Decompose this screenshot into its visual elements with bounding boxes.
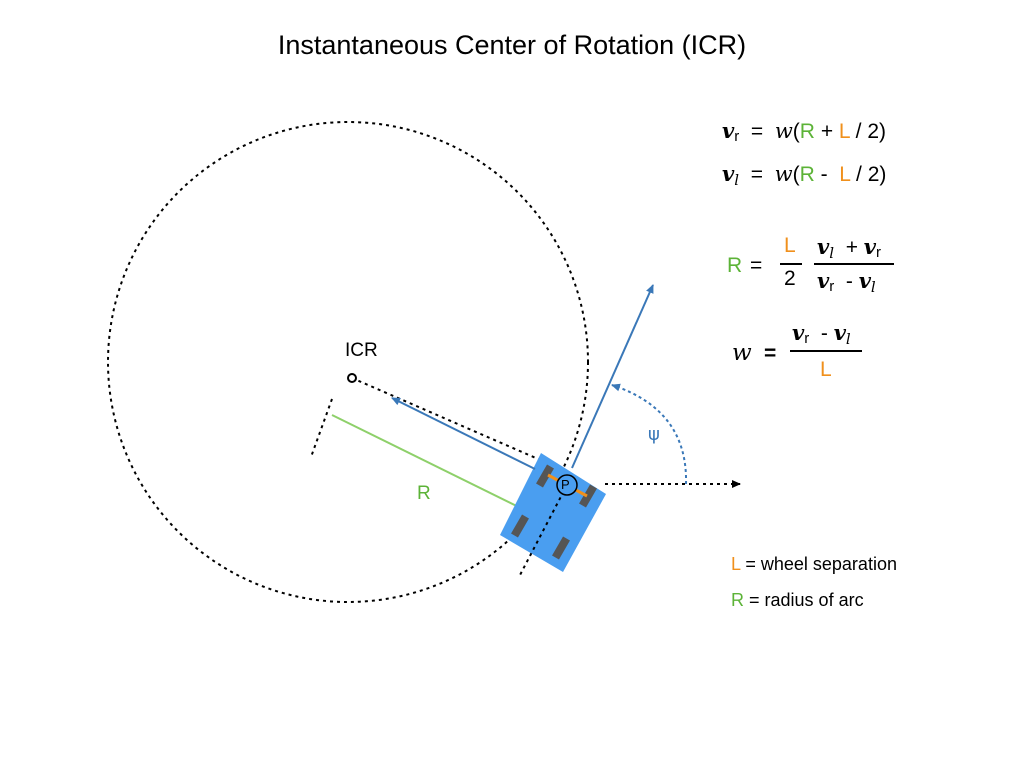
legend-item-wheel-separation: L = wheel separation [731, 554, 897, 575]
eq-vl-R: R [799, 163, 815, 186]
page-title: Instantaneous Center of Rotation (ICR) [277, 30, 747, 60]
eq-w-den: L [820, 358, 832, 381]
eq-vr-open: ( [792, 120, 800, 143]
eq-R-bot-a-sub: r [829, 278, 835, 295]
eq-R-top-a: v [817, 234, 830, 259]
eq-R-frac2-line [814, 263, 894, 265]
robot-wheels [511, 464, 597, 560]
eq-vl-rest: / 2) [856, 163, 887, 186]
point-p-label: P [561, 477, 570, 492]
eq-R-num-L: L [784, 234, 796, 257]
equation-vr: vr = w(R + L / 2) [722, 118, 887, 145]
eq-R-frac1-line [780, 263, 802, 265]
legend-symbol-L: L [731, 554, 741, 574]
eq-vr-op: + [820, 120, 834, 143]
eq-w-top-a: v [792, 320, 805, 345]
eq-vr-w: w [774, 119, 793, 143]
radius-label: R [417, 483, 431, 504]
eq-R-equals: = [750, 254, 763, 277]
eq-w-top: vr - vl [792, 320, 851, 348]
eq-vl-open: ( [792, 163, 800, 186]
velocity-vector [391, 397, 536, 470]
eq-vl-L: L [839, 163, 851, 186]
eq-R-bot-op: - [845, 270, 853, 293]
eq-w-top-b: v [833, 320, 846, 345]
eq-R-den-2: 2 [784, 267, 796, 290]
eq-vl-sub: l [734, 171, 740, 189]
legend-text-wheel-separation: = wheel separation [745, 554, 897, 574]
eq-w-lhs: w [732, 340, 752, 366]
eq-vr-rest: / 2) [855, 120, 887, 143]
heading-vector [571, 284, 654, 469]
eq-R-bot-b-sub: l [870, 278, 876, 296]
legend-symbol-R: R [731, 590, 744, 610]
eq-R-top-b-sub: r [876, 244, 881, 261]
icr-offset-line [310, 398, 333, 458]
legend-text-radius: = radius of arc [749, 590, 864, 610]
arc-circle [107, 121, 589, 603]
equation-vl: vl = w(R - L / 2) [722, 161, 887, 189]
eq-vr-L: L [838, 120, 850, 143]
robot-axis-line [519, 484, 568, 576]
radius-line [331, 414, 546, 521]
eq-R-bot-a: v [817, 268, 830, 293]
icr-point [347, 373, 357, 383]
eq-w-frac-line [790, 350, 862, 352]
eq-R-top: vl + vr [817, 234, 881, 262]
eq-vr-R: R [799, 120, 815, 143]
eq-vl-op: - [820, 163, 828, 186]
icr-perpendicular-line [351, 377, 546, 463]
eq-R-top-a-sub: l [829, 244, 835, 262]
eq-vr-v: v [722, 118, 735, 143]
eq-w-top-op: - [820, 322, 828, 345]
eq-vl-equals: = [750, 163, 763, 186]
psi-label: ψ [648, 424, 660, 445]
eq-w-top-a-sub: r [804, 330, 810, 347]
eq-vl-w: w [774, 162, 793, 186]
point-p-marker [556, 474, 578, 496]
eq-R-bottom: vr - vl [817, 268, 876, 296]
eq-w-equals: = [764, 342, 777, 365]
eq-R-bot-b: v [858, 268, 871, 293]
eq-R-lhs: R [727, 254, 743, 277]
eq-w-top-b-sub: l [845, 330, 851, 348]
eq-vr-equals: = [750, 120, 764, 143]
icr-label: ICR [345, 340, 378, 361]
eq-R-top-b: v [863, 234, 876, 259]
eq-vr-sub: r [734, 128, 740, 145]
eq-R-top-op: + [845, 236, 858, 259]
legend-item-radius: R = radius of arc [731, 590, 864, 611]
eq-vl-v: v [722, 161, 735, 186]
